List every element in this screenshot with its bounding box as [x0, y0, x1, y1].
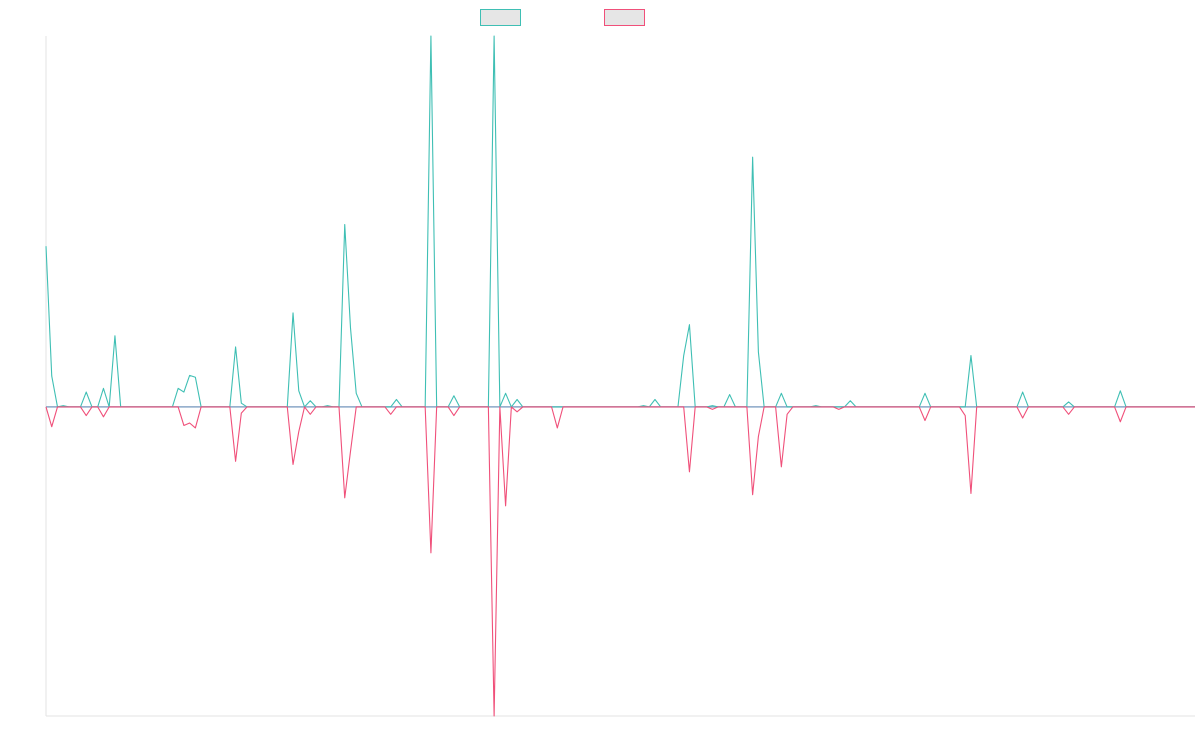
- series-a-point-22: [492, 34, 496, 38]
- series-b-point-5: [193, 426, 197, 430]
- series-b-point-31: [1067, 412, 1071, 416]
- series-b-point-0: [50, 425, 54, 429]
- series-b-point-15: [452, 414, 456, 418]
- series-a-point-19: [394, 397, 398, 401]
- series-b-point-26: [837, 407, 841, 411]
- series-b-point-30: [1021, 416, 1025, 420]
- series-b-point-17: [504, 504, 508, 508]
- series-a-point-7: [182, 390, 186, 394]
- series-a-point-9: [193, 375, 197, 379]
- series-b-point-21: [710, 407, 714, 411]
- series-a-point-36: [923, 391, 927, 395]
- series-b-point-14: [429, 551, 433, 555]
- series-a-point-18: [354, 391, 358, 395]
- series-a-point-23: [504, 391, 508, 395]
- series-b-point-2: [101, 415, 105, 419]
- series-b-point-8: [291, 462, 295, 466]
- series-b-line: [45, 406, 1195, 717]
- legend-swatch-series-a: [480, 9, 521, 26]
- series-b-point-10: [308, 412, 312, 416]
- series-b-point-18: [515, 410, 519, 414]
- series-a-point-39: [1067, 400, 1071, 404]
- series-b-point-23: [756, 435, 760, 439]
- series-b-point-13: [389, 412, 393, 416]
- series-b-point-1: [84, 414, 88, 418]
- series-b-point-29: [969, 491, 973, 495]
- series-a-point-40: [1118, 389, 1122, 393]
- series-a-point-11: [239, 401, 243, 405]
- series-a-point-16: [343, 223, 347, 227]
- series-a-point-13: [297, 389, 301, 393]
- series-a-point-0: [44, 244, 48, 248]
- series-b-point-27: [923, 419, 927, 423]
- series-b-point-20: [687, 470, 691, 474]
- series-a-point-38: [1021, 390, 1025, 394]
- series-b-point-7: [239, 411, 243, 415]
- series-b-point-19: [555, 426, 559, 430]
- series-a-point-10: [234, 345, 238, 349]
- series-a-point-24: [515, 397, 519, 401]
- series-a-point-33: [779, 391, 783, 395]
- series-a-point-6: [176, 386, 180, 390]
- series-a-point-3: [84, 390, 88, 394]
- series-b-point-28: [963, 414, 967, 418]
- series-a-point-17: [348, 326, 352, 330]
- series-b-point-9: [297, 430, 301, 434]
- series-a-point-14: [308, 399, 312, 403]
- series-a-point-32: [756, 350, 760, 354]
- series-a-point-31: [751, 155, 755, 159]
- series-a-point-5: [113, 334, 117, 338]
- series-b-point-25: [785, 412, 789, 416]
- series-a-point-27: [682, 354, 686, 358]
- series-a-point-37: [969, 354, 973, 358]
- series-a-point-12: [291, 311, 295, 315]
- series-b-point-6: [234, 459, 238, 463]
- series-a-point-20: [429, 34, 433, 38]
- series-b-point-24: [779, 465, 783, 469]
- series-a-line: [45, 35, 1195, 408]
- series-b-point-11: [343, 496, 347, 500]
- series-a-point-4: [101, 386, 105, 390]
- series-b-point-32: [1118, 420, 1122, 424]
- series-b-point-12: [348, 449, 352, 453]
- series-b-point-4: [188, 421, 192, 425]
- series-a-point-28: [687, 323, 691, 327]
- legend-swatch-series-b: [604, 9, 645, 26]
- series-a-point-1: [50, 374, 54, 378]
- series-a-point-8: [188, 373, 192, 377]
- series-a-point-35: [848, 399, 852, 403]
- series-a-point-26: [653, 397, 657, 401]
- series-b-point-3: [182, 423, 186, 427]
- series-a-point-30: [728, 393, 732, 397]
- series-b-point-16: [492, 714, 496, 718]
- series-a-point-29: [710, 404, 714, 408]
- series-a-point-21: [452, 394, 456, 398]
- series-b-point-22: [751, 493, 755, 497]
